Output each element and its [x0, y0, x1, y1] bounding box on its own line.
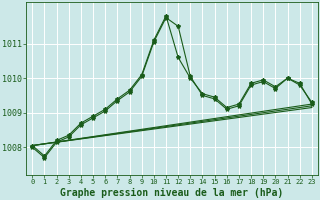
X-axis label: Graphe pression niveau de la mer (hPa): Graphe pression niveau de la mer (hPa) [60, 188, 284, 198]
